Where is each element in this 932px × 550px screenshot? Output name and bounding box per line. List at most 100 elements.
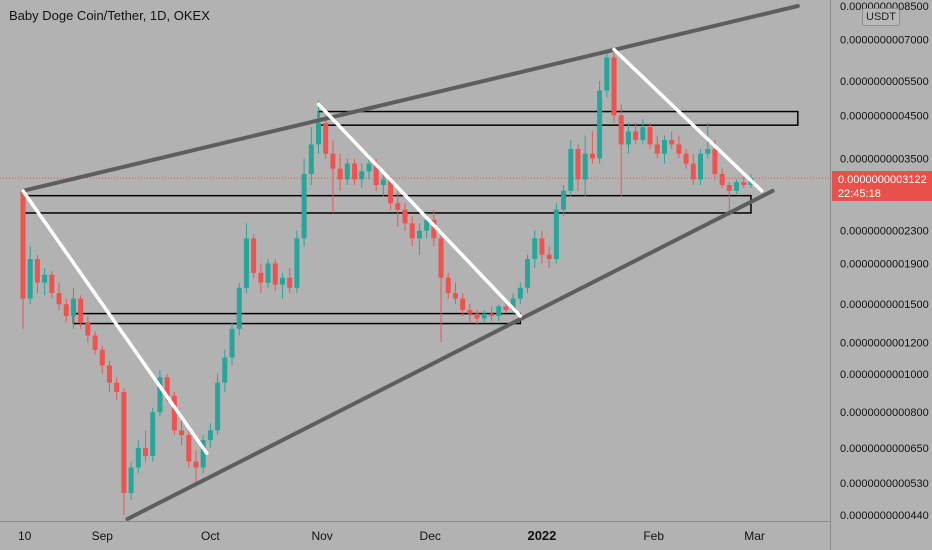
candle-body [654,144,660,154]
trend-line-gray [125,188,775,521]
y-tick-label: 0.0000000003500 [840,154,929,166]
candle-body [373,163,379,186]
x-tick-label: Mar [744,529,765,543]
candle-body [157,377,163,413]
candle-body [330,153,336,169]
candle-body [70,298,76,317]
y-tick-label: 0.0000000004500 [840,110,929,122]
y-tick-label: 0.0000000001900 [840,259,929,271]
candle-body [85,322,91,336]
zone-box [72,312,522,325]
candle-body [698,153,704,180]
candle-body [604,57,610,91]
candle-body [265,263,271,283]
y-tick-label: 0.0000000000800 [840,407,929,419]
candle-body [424,219,430,231]
candle-body [402,209,408,224]
candle-body [366,163,372,172]
candle-body [380,179,386,186]
candle-body [416,230,422,239]
zone-box [317,110,799,126]
candle-body [561,190,567,210]
candle-body [49,274,55,294]
candle-body [193,461,199,468]
candle-body [741,182,747,186]
candle-body [207,430,213,441]
y-tick-label: 0.0000000000440 [840,510,929,522]
candle-body [200,440,206,468]
candle-body [279,277,285,285]
x-tick-label: Sep [92,529,114,543]
y-tick-label: 0.0000000005500 [840,76,929,88]
last-price-value: 0.0000000003122 [838,174,927,186]
candle-body [42,274,48,283]
x-tick-label: Nov [311,529,332,543]
candle-body [726,185,732,191]
candle-body [215,382,221,431]
candle-body [532,238,538,260]
candle-body [676,144,682,154]
candle-body [114,382,120,392]
candle-body [243,238,249,288]
x-tick-label: Dec [420,529,441,543]
candle-body [222,357,228,383]
trend-line-white [316,102,523,318]
candle-body [510,298,516,311]
y-tick-label: 0.0000000000650 [840,443,929,455]
candle-body [171,395,177,431]
candle-body [611,57,617,116]
candle-body [272,263,278,285]
candle-body [121,391,127,494]
candle-body [229,328,235,358]
candle-body [445,277,451,294]
candle-body [106,365,112,383]
candle-body [20,190,26,299]
trend-line-white [612,47,764,193]
candle-body [625,131,631,145]
candle-body [287,277,293,288]
candle-body [258,272,264,283]
zone-box [22,194,752,214]
x-tick-label: Oct [201,529,220,543]
y-tick-label: 0.0000000001200 [840,338,929,350]
candle-body [323,123,329,154]
candle-body [452,293,458,299]
candle-body [308,144,314,174]
candle-body [712,148,718,174]
candle-body [359,171,365,180]
candle-body [568,148,574,191]
candle-body [467,310,473,314]
candle-body [618,115,624,145]
candle-body [633,131,639,140]
candle-body [481,313,487,319]
candle-body [683,153,689,164]
candle-body [640,127,646,140]
candle-body [27,259,33,299]
x-tick-label: Feb [643,529,664,543]
candle-body [186,435,192,462]
candle-body [135,447,141,468]
candle-body [669,139,675,145]
candle-body [460,298,466,311]
candle-body [553,209,559,260]
candle-body [179,430,185,436]
candle-body [251,238,257,273]
last-price-tag: 0.0000000003122 22:45:18 [832,171,932,201]
candle-body [589,153,595,159]
candle-body [388,179,394,204]
candle-body [409,223,415,239]
trend-line-white [21,189,209,456]
chart-title: Baby Doge Coin/Tether, 1D, OKEX [9,8,210,23]
x-tick-label: 10 [18,529,32,543]
candle-body [316,123,322,145]
candle-body [128,467,134,494]
candle-body [344,163,350,180]
candle-body [734,182,740,191]
y-tick-label: 0.0000000001500 [840,299,929,311]
candle-body [474,313,480,319]
candle-body [496,306,502,317]
currency-badge[interactable]: USDT [862,8,900,26]
candle-body [143,447,149,457]
